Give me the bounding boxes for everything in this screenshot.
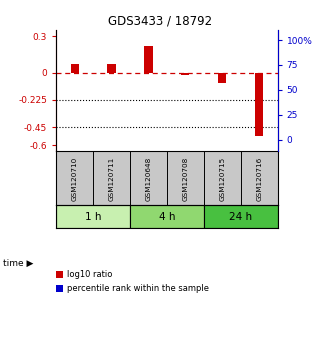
Text: GSM120716: GSM120716 (256, 156, 262, 201)
Bar (204, 205, 278, 228)
Text: GSM120715: GSM120715 (219, 156, 225, 201)
Bar (130, 205, 204, 228)
Text: GSM120648: GSM120648 (145, 156, 152, 201)
Bar (181, 73, 189, 75)
Text: log10 ratio: log10 ratio (67, 270, 112, 279)
Text: GDS3433 / 18792: GDS3433 / 18792 (108, 14, 213, 27)
Bar (71, 64, 79, 73)
Bar (144, 46, 152, 73)
Bar (108, 64, 116, 73)
Text: 1 h: 1 h (85, 212, 101, 222)
Text: GSM120708: GSM120708 (182, 156, 188, 201)
Text: percentile rank within the sample: percentile rank within the sample (67, 284, 209, 293)
Bar (218, 73, 226, 84)
Text: time ▶: time ▶ (3, 259, 34, 268)
Text: 24 h: 24 h (229, 212, 252, 222)
Bar (56, 205, 130, 228)
Text: GSM120710: GSM120710 (72, 156, 78, 201)
Text: GSM120711: GSM120711 (108, 156, 115, 201)
Text: 4 h: 4 h (159, 212, 175, 222)
Bar (255, 73, 263, 136)
